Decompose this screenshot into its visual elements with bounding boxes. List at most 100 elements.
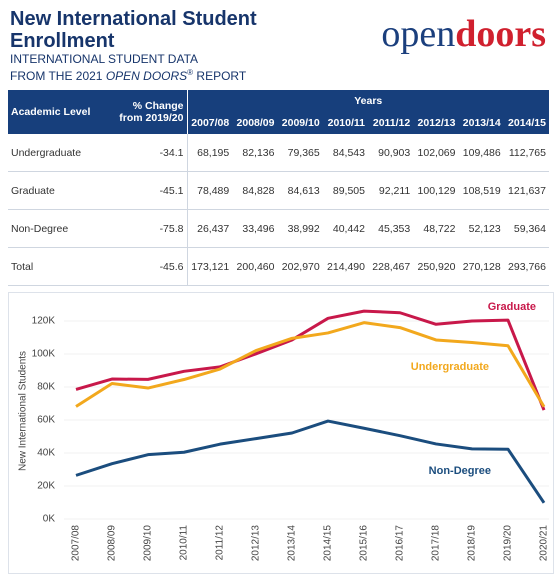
series-label: Non-Degree: [429, 465, 491, 477]
data-table: Academic Level % Change from 2019/20 Year…: [8, 90, 549, 286]
x-tick-label: 2011/12: [215, 525, 226, 561]
table-cell: 40,442: [322, 209, 368, 248]
table-cell: 84,543: [322, 134, 368, 172]
table-cell: 228,467: [368, 247, 414, 286]
table-cell: 45,353: [368, 209, 414, 248]
header-line: % Change: [132, 100, 184, 112]
table-cell: 84,613: [277, 171, 323, 210]
table-cell: 79,365: [277, 134, 323, 172]
table-cell: 84,828: [232, 171, 278, 210]
table-cell: 214,490: [322, 247, 368, 286]
x-tick-label: 2012/13: [251, 525, 262, 562]
source-text: ®: [187, 68, 194, 77]
source: FROM THE 2021 OPEN DOORS® REPORT: [10, 66, 550, 83]
logo-text: doors: [455, 13, 546, 55]
y-tick-label: 80K: [37, 382, 55, 393]
table-cell: Total: [8, 247, 112, 286]
table-cell: 26,437: [187, 209, 233, 248]
table-cell: 108,519: [458, 171, 504, 210]
table-cell: -75.8: [112, 209, 188, 248]
table-cell: 250,920: [413, 247, 459, 286]
table-cell: 90,903: [368, 134, 414, 172]
table-cell: 38,992: [277, 209, 323, 248]
table-cell: -34.1: [112, 134, 188, 172]
table-cell: 270,128: [458, 247, 504, 286]
x-tick-label: 2010/11: [179, 525, 190, 561]
table-cell: 89,505: [322, 171, 368, 210]
y-tick-label: 60K: [37, 415, 55, 426]
year-header: 2008/09: [232, 112, 278, 134]
table-cell: 293,766: [503, 247, 549, 286]
chart-panel: New International Students 0K 20K 40K 60K 80…: [8, 292, 554, 574]
x-tick-label: 2018/19: [467, 525, 478, 562]
x-tick-label: 2020/21: [539, 525, 550, 562]
series-label: Undergraduate: [411, 361, 489, 373]
table-row: Graduate -45.1 78,489 84,828 84,613 89,505 92,…: [8, 171, 549, 210]
table-cell: 202,970: [277, 247, 323, 286]
chart: New International Students 0K 20K 40K 60K 80…: [18, 301, 550, 562]
table-cell: 109,486: [458, 134, 504, 172]
year-row: 2007/08 2008/09 2009/10 2010/11 2011/12 2012/…: [8, 112, 549, 134]
column-header: % Change from 2019/20: [112, 90, 188, 134]
x-tick-label: 2014/15: [323, 525, 334, 562]
table-cell: Graduate: [8, 171, 112, 210]
table-row: Non-Degree -75.8 26,437 33,496 38,992 40,442 4…: [8, 209, 549, 248]
x-tick-label: 2019/20: [503, 525, 514, 562]
x-tick-label: 2017/18: [431, 525, 442, 562]
y-axis-label: New International Students: [18, 351, 29, 471]
year-header: 2011/12: [368, 112, 414, 134]
source-text: FROM THE 2021: [10, 69, 106, 83]
column-header: Years: [187, 90, 549, 112]
year-header: 2014/15: [503, 112, 549, 134]
table-cell: 33,496: [232, 209, 278, 248]
column-header: Academic Level: [8, 90, 112, 134]
table-cell: 173,121: [187, 247, 233, 286]
table-cell: 200,460: [232, 247, 278, 286]
source-text: OPEN DOORS: [105, 69, 188, 83]
logo: opendoors: [381, 12, 546, 56]
logo-text: open: [381, 13, 456, 55]
table-cell: Non-Degree: [8, 209, 112, 248]
y-tick-label: 20K: [37, 481, 55, 492]
table-cell: 121,637: [503, 171, 549, 210]
series-label: Graduate: [488, 301, 536, 313]
table-cell: 102,069: [413, 134, 459, 172]
series-line: [75, 321, 546, 408]
table-cell: -45.1: [112, 171, 188, 210]
table-cell: 112,765: [503, 134, 549, 172]
x-tick-label: 2008/09: [107, 525, 118, 562]
table-body: Undergraduate -34.1 68,195 82,136 79,365 84,5…: [8, 134, 549, 286]
table-cell: 92,211: [368, 171, 414, 210]
year-header: 2007/08: [187, 112, 233, 134]
table-cell: 52,123: [458, 209, 504, 248]
x-tick-label: 2016/17: [395, 525, 406, 562]
year-header: 2009/10: [277, 112, 323, 134]
table-cell: 59,364: [503, 209, 549, 248]
year-header: 2013/14: [458, 112, 504, 134]
y-tick-label: 40K: [37, 448, 55, 459]
table-cell: -45.6: [112, 247, 188, 286]
table-row: Total -45.6 173,121 200,460 202,970 214,490 22…: [8, 247, 549, 286]
source-text: REPORT: [193, 69, 247, 83]
series-line: [75, 419, 546, 504]
year-header: 2012/13: [413, 112, 459, 134]
table-cell: 100,129: [413, 171, 459, 210]
year-header: 2010/11: [322, 112, 368, 134]
header: New International Student Enrollment INT…: [10, 8, 550, 88]
y-tick-label: 100K: [32, 349, 56, 360]
header-line: from 2019/20: [119, 112, 184, 124]
table-cell: 82,136: [232, 134, 278, 172]
x-tick-label: 2009/10: [143, 525, 154, 562]
x-tick-label: 2013/14: [287, 525, 298, 562]
table-cell: 78,489: [187, 171, 233, 210]
table-cell: 48,722: [413, 209, 459, 248]
y-tick-label: 120K: [32, 316, 56, 327]
y-tick-label: 0K: [43, 514, 56, 525]
title: New International Student Enrollment: [10, 8, 257, 52]
x-tick-label: 2007/08: [71, 525, 82, 562]
series-line: [75, 309, 546, 411]
table-cell: Undergraduate: [8, 134, 112, 172]
x-tick-label: 2015/16: [359, 525, 370, 562]
table-cell: 68,195: [187, 134, 233, 172]
